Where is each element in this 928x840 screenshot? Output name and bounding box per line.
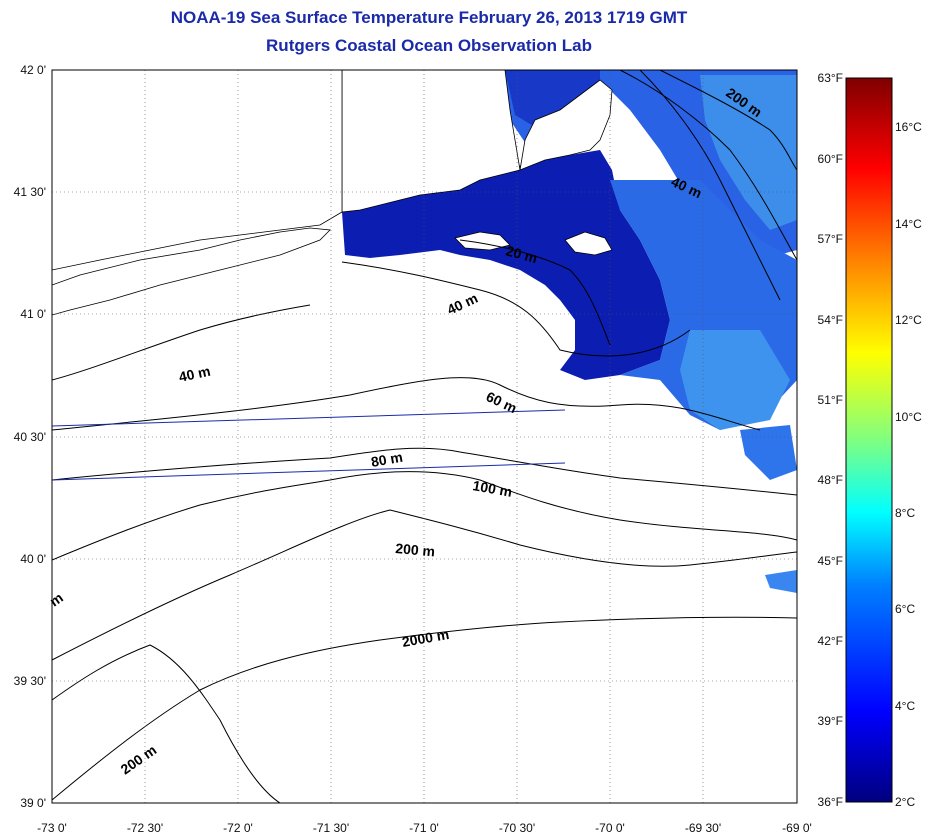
- sst-data-layer: [342, 70, 797, 593]
- contour-shelf-1: [639, 70, 781, 301]
- land-layer: [52, 70, 613, 316]
- f-label-63: 63°F: [818, 71, 843, 85]
- lon-label-71-30: -71 30': [313, 821, 349, 835]
- land-long-island: [52, 227, 331, 316]
- contour-20m: [459, 239, 611, 346]
- contour-label-40m-center: 40 m: [445, 290, 481, 318]
- c-label-6: 6°C: [895, 602, 915, 616]
- sst-patch-far-east: [765, 570, 797, 593]
- colorbar-f-labels: 63°F 60°F 57°F 54°F 51°F 48°F 45°F 42°F …: [818, 71, 843, 809]
- transect-line-south: [51, 462, 566, 481]
- contour-shelf-2: [659, 70, 797, 171]
- sst-patch-south-east: [740, 425, 797, 480]
- colorbar: 63°F 60°F 57°F 54°F 51°F 48°F 45°F 42°F …: [818, 71, 923, 809]
- contour-200m: [52, 509, 797, 661]
- contour-label-100m: 100 m: [471, 477, 513, 500]
- transect-lines: [51, 409, 566, 481]
- f-label-39: 39°F: [818, 714, 843, 728]
- contour-label-200m-south: 200 m: [118, 742, 160, 778]
- lon-label-72: -72 0': [223, 821, 253, 835]
- sst-patch-shelf-warm: [680, 330, 790, 430]
- contour-100m: [52, 471, 797, 561]
- contour-label-20m: 20 m: [504, 242, 539, 266]
- lat-axis-labels: 42 0' 41 30' 41 0' 40 30' 40 0' 39 30' 3…: [14, 63, 46, 810]
- contour-200m-ne: [619, 70, 797, 261]
- colorbar-gradient: [845, 77, 893, 803]
- f-label-60: 60°F: [818, 152, 843, 166]
- lat-label-40: 40 0': [20, 552, 46, 566]
- transect-line-north: [51, 409, 566, 427]
- lon-label-72-30: -72 30': [127, 821, 163, 835]
- land-cape-cod: [519, 79, 613, 171]
- contour-label-80m: 80 m: [370, 449, 404, 470]
- contour-label-200m: 200 m: [395, 540, 436, 559]
- c-label-2: 2°C: [895, 795, 915, 809]
- map-subtitle: Rutgers Coastal Ocean Observation Lab: [266, 36, 592, 55]
- lon-label-69: -69 0': [782, 821, 812, 835]
- land-connecticut: [52, 70, 343, 271]
- c-label-10: 10°C: [895, 410, 922, 424]
- lon-label-70: -70 0': [595, 821, 625, 835]
- land-massachusetts: [341, 70, 521, 213]
- c-label-8: 8°C: [895, 506, 915, 520]
- lon-label-69-30: -69 30': [685, 821, 721, 835]
- f-label-36: 36°F: [818, 795, 843, 809]
- contour-40m-sound: [52, 304, 311, 381]
- lon-label-70-30: -70 30': [499, 821, 535, 835]
- c-label-12: 12°C: [895, 313, 922, 327]
- f-label-54: 54°F: [818, 313, 843, 327]
- bathymetry-contours: [52, 70, 797, 803]
- contour-2000m: [52, 616, 797, 801]
- contour-label-m-edge: m: [47, 589, 66, 609]
- c-label-4: 4°C: [895, 699, 915, 713]
- contour-40m-north: [341, 261, 691, 357]
- lon-label-71: -71 0': [409, 821, 439, 835]
- f-label-42: 42°F: [818, 634, 843, 648]
- lat-label-39: 39 0': [20, 796, 46, 810]
- contour-label-40m-west: 40 m: [177, 363, 212, 385]
- sst-patch-east-warm: [700, 75, 797, 230]
- contour-60m: [52, 377, 761, 431]
- colorbar-c-labels: 16°C 14°C 12°C 10°C 8°C 6°C 4°C 2°C: [895, 120, 922, 809]
- lat-label-40-30: 40 30': [14, 430, 46, 444]
- lon-label-73: -73 0': [37, 821, 67, 835]
- land-nantucket: [564, 231, 613, 256]
- f-label-48: 48°F: [818, 473, 843, 487]
- f-label-45: 45°F: [818, 554, 843, 568]
- c-label-16: 16°C: [895, 120, 922, 134]
- lon-axis-labels: -73 0' -72 30' -72 0' -71 30' -71 0' -70…: [37, 821, 812, 835]
- grid: [52, 70, 797, 803]
- contour-label-2000m: 2000 m: [401, 626, 451, 650]
- lat-label-41: 41 0': [20, 307, 46, 321]
- lat-label-39-30: 39 30': [14, 674, 46, 688]
- lat-label-41-30: 41 30': [14, 185, 46, 199]
- lat-label-42: 42 0': [20, 63, 46, 77]
- c-label-14: 14°C: [895, 217, 922, 231]
- map-title: NOAA-19 Sea Surface Temperature February…: [170, 8, 688, 27]
- contour-200m-south: [52, 644, 281, 803]
- contour-80m: [52, 447, 797, 496]
- f-label-51: 51°F: [818, 393, 843, 407]
- map-frame: [51, 69, 798, 804]
- f-label-57: 57°F: [818, 232, 843, 246]
- sst-patch-sound: [342, 150, 670, 380]
